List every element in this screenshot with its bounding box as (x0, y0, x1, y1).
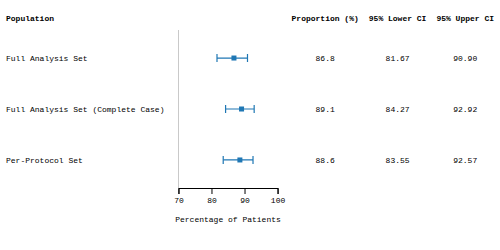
value-label: 81.67 (386, 54, 410, 63)
value-label: 86.8 (316, 54, 335, 63)
tick: 70 (174, 188, 184, 205)
plot-area (178, 30, 254, 188)
value-column: 95% Upper CI 90.90 92.92 92.57 (436, 14, 494, 165)
point-estimate (237, 157, 242, 162)
column-header: 95% Upper CI (436, 14, 494, 23)
tick-label: 80 (207, 196, 217, 205)
category-label: Full Analysis Set (6, 54, 88, 63)
column-header: Population (6, 14, 54, 23)
value-label: 90.90 (453, 54, 477, 63)
ci-cap (247, 54, 248, 62)
value-column: Proportion (%) 86.8 89.1 88.6 (292, 14, 359, 165)
ci-cap (254, 105, 255, 113)
x-axis-title: Percentage of Patients (175, 215, 281, 224)
population-column: Population Full Analysis Set Full Analysis… (6, 14, 164, 165)
category-label: Full Analysis Set (Complete Case) (6, 105, 164, 114)
value-label: 83.55 (386, 156, 410, 165)
point-estimate (239, 107, 244, 112)
tick: 90 (240, 188, 250, 205)
point-estimate (231, 56, 236, 61)
tick-mark (211, 188, 212, 194)
value-label: 88.6 (316, 156, 335, 165)
tick-mark (178, 188, 179, 194)
value-label: 92.57 (453, 156, 477, 165)
reference-line (178, 30, 179, 188)
tick: 80 (207, 188, 217, 205)
value-label: 92.92 (453, 105, 477, 114)
tick-label: 90 (240, 196, 250, 205)
chart: Population Full Analysis Set Full Analysis… (0, 0, 500, 250)
ci-cap (225, 105, 226, 113)
column-header: Proportion (%) (292, 14, 359, 23)
axis-line (179, 189, 278, 195)
column-header: 95% Lower CI (369, 14, 427, 23)
ci-cap (216, 54, 217, 62)
ci-cap (252, 156, 253, 164)
value-label: 84.27 (386, 105, 410, 114)
ci-cap (223, 156, 224, 164)
value-column: 95% Lower CI 81.67 84.27 83.55 (369, 14, 427, 165)
tick-label: 70 (174, 196, 184, 205)
value-label: 89.1 (316, 105, 335, 114)
tick-label: 100 (271, 196, 286, 205)
x-axis: 70 80 90 100 (174, 188, 285, 205)
category-label: Per-Protocol Set (6, 156, 83, 165)
tick: 100 (271, 188, 286, 205)
tick-mark (245, 188, 246, 194)
tick-mark (278, 188, 279, 194)
